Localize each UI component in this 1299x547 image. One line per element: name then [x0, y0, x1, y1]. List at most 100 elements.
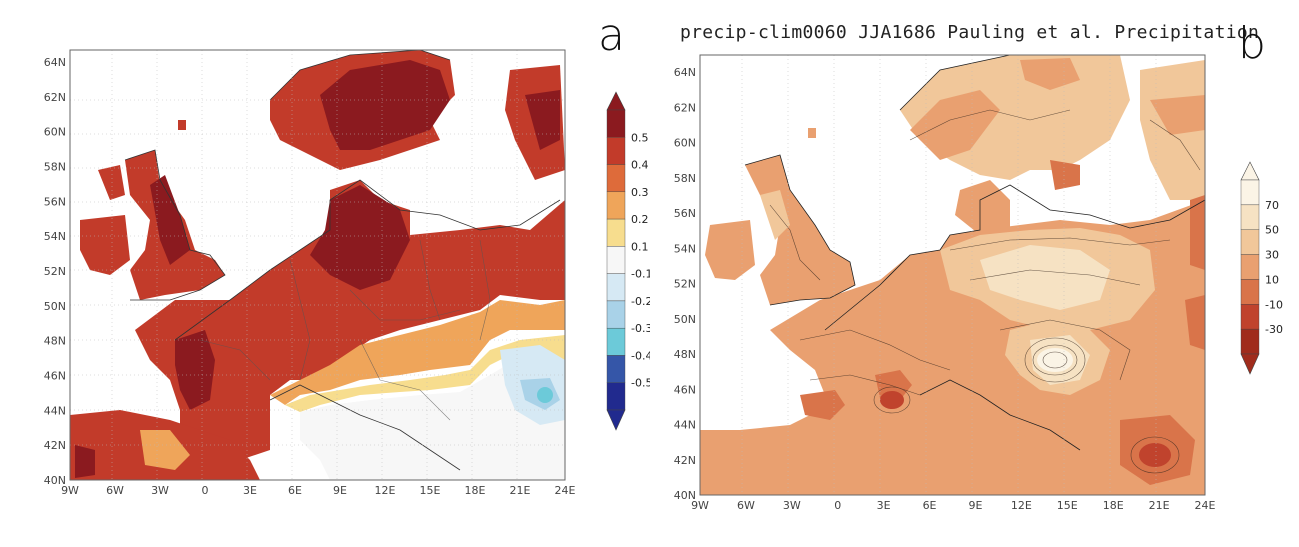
- colorbar-swatch: [1240, 204, 1260, 230]
- lon-tick-label: 0: [202, 484, 209, 497]
- colorbar-swatch: [606, 300, 626, 329]
- lon-tick-label: 15E: [1057, 499, 1078, 512]
- lon-tick-label: 9E: [333, 484, 347, 497]
- colorbar-label: 50: [1265, 224, 1279, 237]
- colorbar-swatch: [606, 191, 626, 220]
- lon-tick-label: 12E: [1011, 499, 1032, 512]
- lon-tick-label: 15E: [420, 484, 441, 497]
- lat-tick-label: 42N: [674, 454, 696, 467]
- colorbar-bottom-arrow: [1240, 353, 1260, 375]
- colorbar-swatch: [606, 246, 626, 274]
- lat-tick-label: 40N: [674, 489, 696, 502]
- colorbar-label: 0.5: [631, 131, 649, 144]
- colorbar-label: 10: [1265, 273, 1279, 286]
- colorbar-label: -0.4: [631, 349, 650, 362]
- lon-tick-label: 18E: [1103, 499, 1124, 512]
- map-a-frame: [69, 49, 566, 481]
- map-b-axes: 64N62N60N58N56N54N52N50N48N46N44N42N40N9…: [674, 66, 1216, 512]
- lat-tick-label: 50N: [44, 300, 66, 313]
- lon-tick-label: 6W: [737, 499, 755, 512]
- colorbar-b: 70 50 30 10 -10 -30: [1240, 161, 1283, 375]
- lat-tick-label: 60N: [44, 126, 66, 139]
- colorbar-label: 0.1: [631, 240, 649, 253]
- colorbar-swatch: [1240, 254, 1260, 280]
- lat-tick-label: 48N: [44, 335, 66, 348]
- lat-tick-label: 46N: [44, 370, 66, 383]
- lat-tick-label: 52N: [674, 278, 696, 291]
- lat-tick-label: 64N: [674, 66, 696, 79]
- colorbar-swatch: [1240, 328, 1260, 355]
- lat-tick-label: 44N: [44, 404, 66, 417]
- panel-letter-b: b: [1238, 18, 1266, 69]
- lon-tick-label: 3W: [783, 499, 801, 512]
- lat-tick-label: 46N: [674, 383, 696, 396]
- lat-tick-label: 58N: [44, 161, 66, 174]
- colorbar-swatch: [606, 327, 626, 356]
- colorbar-label: -10: [1265, 298, 1283, 311]
- map-a-field: [70, 50, 565, 480]
- colorbar-label: -30: [1265, 323, 1283, 336]
- map-a: 64N62N60N58N56N54N52N50N48N46N44N42N40N9…: [44, 49, 652, 497]
- lat-tick-label: 42N: [44, 439, 66, 452]
- lon-tick-label: 3E: [243, 484, 257, 497]
- panel-letter-a: a: [598, 10, 625, 61]
- colorbar-swatch: [1240, 304, 1260, 330]
- colorbar-label: 0.2: [631, 213, 649, 226]
- colorbar-label: 70: [1265, 199, 1279, 212]
- map-b: 64N62N60N58N56N54N52N50N48N46N44N42N40N9…: [674, 54, 1283, 512]
- colorbar-swatch: [1240, 229, 1260, 255]
- colorbar-label: 30: [1265, 249, 1279, 262]
- map-b-field: [700, 55, 1205, 495]
- lat-tick-label: 52N: [44, 265, 66, 278]
- lat-tick-label: 44N: [674, 419, 696, 432]
- colorbar-swatch: [606, 164, 626, 193]
- colorbar-swatch: [606, 273, 626, 302]
- lat-tick-label: 62N: [674, 101, 696, 114]
- colorbar-swatch: [606, 218, 626, 247]
- lat-tick-label: 50N: [674, 313, 696, 326]
- colorbar-swatch: [606, 355, 626, 383]
- colorbar-label: -0.5: [631, 377, 650, 390]
- lon-tick-label: 6W: [106, 484, 124, 497]
- colorbar-top-arrow: [606, 91, 626, 111]
- map-b-title: precip-clim0060 JJA1686 Pauling et al. P…: [680, 22, 1260, 43]
- lon-tick-label: 9E: [968, 499, 982, 512]
- colorbar-label: -0.2: [631, 295, 650, 308]
- lon-tick-label: 3W: [151, 484, 169, 497]
- lon-tick-label: 21E: [510, 484, 531, 497]
- colorbar-swatch: [606, 137, 626, 165]
- map-b-frame: [699, 54, 1206, 496]
- colorbar-top-arrow: [1240, 161, 1260, 181]
- lon-tick-label: 24E: [1195, 499, 1216, 512]
- lat-tick-label: 40N: [44, 474, 66, 487]
- panel-b: precip-clim0060 JJA1686 Pauling et al. P…: [650, 0, 1299, 543]
- lon-tick-label: 24E: [555, 484, 576, 497]
- colorbar-label: 0.4: [631, 159, 649, 172]
- lat-tick-label: 62N: [44, 91, 66, 104]
- colorbar-swatch: [606, 109, 626, 138]
- colorbar-swatch: [1240, 179, 1260, 206]
- panel-a: 64N 62N 60N 58N 56N 54N 52N 50N 48N 46N 44N 42N 40N 9…: [0, 0, 653, 543]
- lat-tick-label: 60N: [674, 137, 696, 150]
- colorbar-swatch: [606, 382, 626, 411]
- lon-tick-label: 18E: [465, 484, 486, 497]
- colorbar-bottom-arrow: [606, 409, 626, 431]
- colorbar-label: -0.3: [631, 322, 650, 335]
- lat-tick-label: 56N: [44, 195, 66, 208]
- lat-tick-label: 54N: [44, 230, 66, 243]
- lat-tick-label: 54N: [674, 242, 696, 255]
- lat-tick-label: 56N: [674, 207, 696, 220]
- lon-tick-label: 12E: [375, 484, 396, 497]
- colorbar-a: 0.5 0.4 0.3 0.2 0.1 -0.1 -0.2 -0.3 -0.4 -0.5: [606, 91, 652, 431]
- lat-tick-label: 48N: [674, 348, 696, 361]
- lon-tick-label: 6E: [288, 484, 302, 497]
- lon-tick-label: 3E: [877, 499, 891, 512]
- lon-tick-label: 6E: [923, 499, 937, 512]
- lat-tick-label: 58N: [674, 172, 696, 185]
- lon-tick-label: 9W: [691, 499, 709, 512]
- colorbar-label: -0.1: [631, 268, 650, 281]
- map-a-axes: 64N62N60N58N56N54N52N50N48N46N44N42N40N9…: [44, 56, 576, 497]
- colorbar-swatch: [1240, 279, 1260, 305]
- lon-tick-label: 21E: [1149, 499, 1170, 512]
- colorbar-label: 0.3: [631, 186, 649, 199]
